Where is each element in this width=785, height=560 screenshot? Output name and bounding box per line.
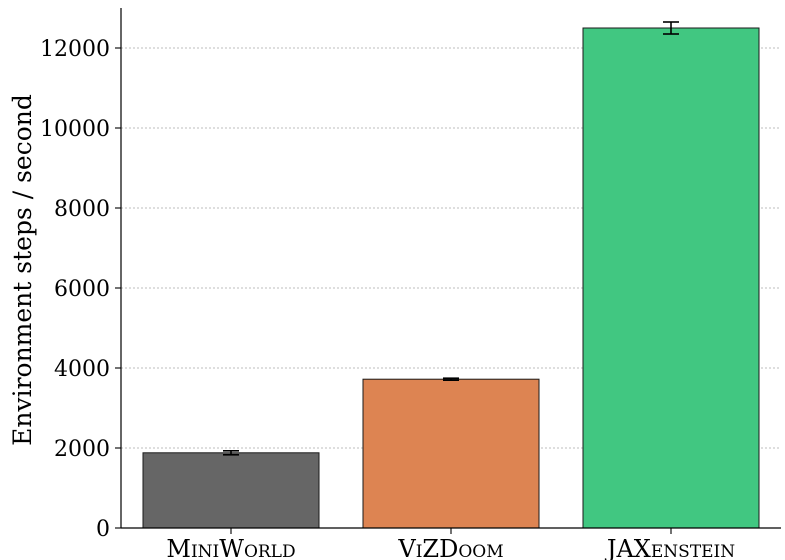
x-ticks: MiniWorld ViZDoom JAXenstein: [166, 528, 735, 560]
error-bars: [223, 21, 679, 456]
y-tick-label: 0: [96, 517, 110, 542]
bar: [362, 378, 540, 529]
y-tick-label: 10000: [40, 117, 110, 142]
x-tick-label: MiniWorld: [166, 535, 295, 560]
y-tick-label: 6000: [54, 277, 110, 302]
bars: [142, 27, 760, 529]
y-axis-label: Environment steps / second: [8, 94, 37, 446]
x-tick-label: ViZDoom: [397, 535, 503, 560]
y-tick-label: 12000: [40, 37, 110, 62]
grid-lines: [121, 47, 781, 449]
y-tick-label: 4000: [54, 357, 110, 382]
y-ticks: 0 2000 4000 6000 8000 10000 12000: [40, 37, 121, 542]
bar: [582, 27, 760, 529]
x-tick-label: JAXenstein: [604, 535, 735, 560]
y-tick-label: 8000: [54, 197, 110, 222]
bar: [142, 452, 320, 529]
y-tick-label: 2000: [54, 437, 110, 462]
